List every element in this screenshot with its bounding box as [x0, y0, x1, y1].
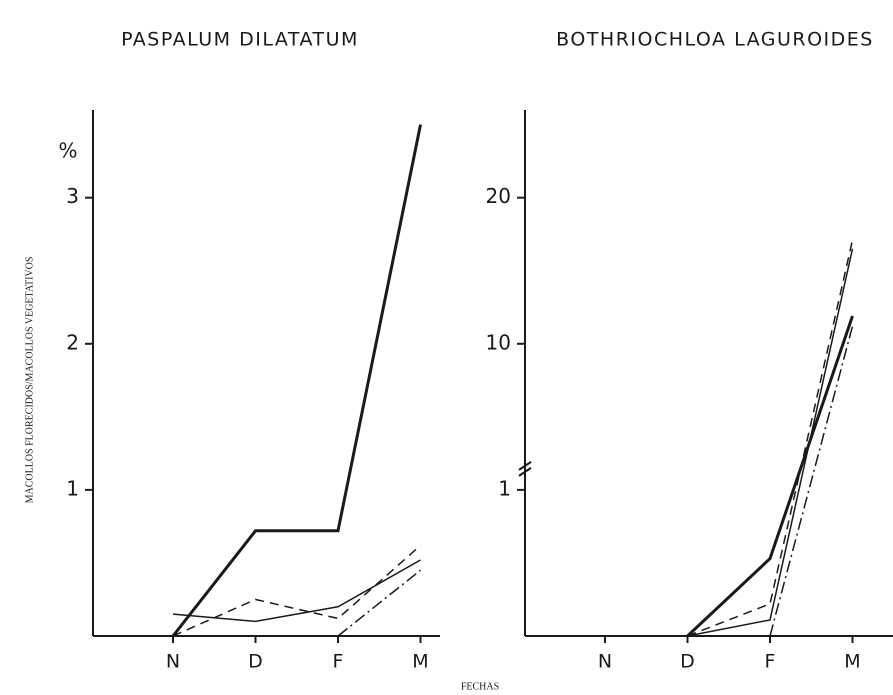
y-axis-label: MACOLLOS FLORECIDOS/MACOLLOS VEGETATIVOS — [24, 257, 35, 504]
x-tick-label: N — [166, 651, 180, 673]
x-tick-label: D — [248, 651, 263, 673]
chart-title: BOTHRIOCHLOA LAGUROIDES — [556, 29, 874, 51]
data-line — [687, 239, 854, 637]
data-line — [687, 248, 854, 637]
data-line — [172, 544, 421, 637]
x-axis-label: FECHAS — [461, 681, 499, 692]
y-tick-label: 1 — [498, 476, 511, 500]
unit-label: % — [58, 139, 77, 163]
y-tick-label: 3 — [66, 184, 79, 208]
y-tick-label: 20 — [486, 184, 511, 208]
data-line — [337, 569, 421, 637]
x-tick-label: F — [765, 651, 776, 673]
y-tick-label: 2 — [66, 330, 79, 354]
x-tick-label: M — [844, 651, 860, 673]
chart-title: PASPALUM DILATATUM — [121, 29, 359, 51]
data-line — [171, 124, 422, 637]
y-tick-label: 10 — [486, 330, 511, 354]
x-tick-label: F — [333, 651, 344, 673]
axis-break — [518, 461, 532, 477]
data-line — [769, 326, 854, 637]
data-line — [686, 315, 854, 638]
x-tick-label: M — [412, 651, 428, 673]
x-tick-label: D — [680, 651, 695, 673]
x-tick-label: N — [598, 651, 612, 673]
y-tick-label: 1 — [66, 476, 79, 500]
